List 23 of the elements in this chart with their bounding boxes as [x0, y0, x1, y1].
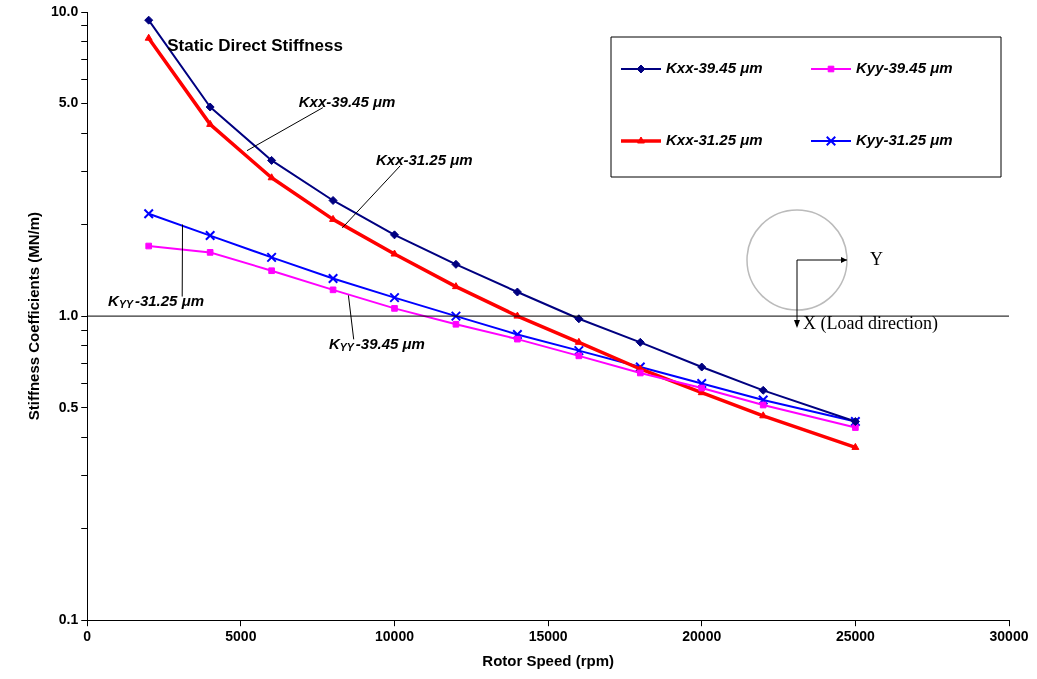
y-tick-label: 5.0 [58, 94, 79, 111]
x-tick-label: 10000 [375, 628, 415, 645]
y-tick-label: 10.0 [51, 2, 79, 19]
y-axis-title: Stiffness Coefficients (MN/m) [25, 211, 43, 421]
legend-label: Kxx-31.25 μm [666, 131, 763, 149]
annotation: Y [870, 249, 883, 270]
y-tick-label: 0.1 [58, 611, 79, 628]
y-tick-label: 1.0 [58, 306, 79, 323]
x-tick-label: 15000 [528, 628, 568, 645]
legend-label: Kyy-31.25 μm [856, 131, 953, 149]
annotation: Kxx-31.25 μm [375, 151, 473, 169]
x-tick-label: 0 [83, 628, 92, 645]
y-tick-label: 0.5 [58, 398, 79, 415]
x-tick-label: 25000 [835, 628, 876, 645]
x-tick-label: 5000 [225, 628, 257, 645]
legend-label: Kyy-39.45 μm [856, 59, 953, 77]
x-tick-label: 20000 [682, 628, 722, 645]
annotation: X (Load direction) [803, 313, 938, 334]
x-axis-title: Rotor Speed (rpm) [482, 652, 614, 670]
annotation: Kxx-39.45 μm [298, 92, 396, 110]
annotation: Static Direct Stiffness [167, 35, 343, 55]
legend-label: Kxx-39.45 μm [666, 59, 763, 77]
x-tick-label: 30000 [989, 628, 1029, 645]
